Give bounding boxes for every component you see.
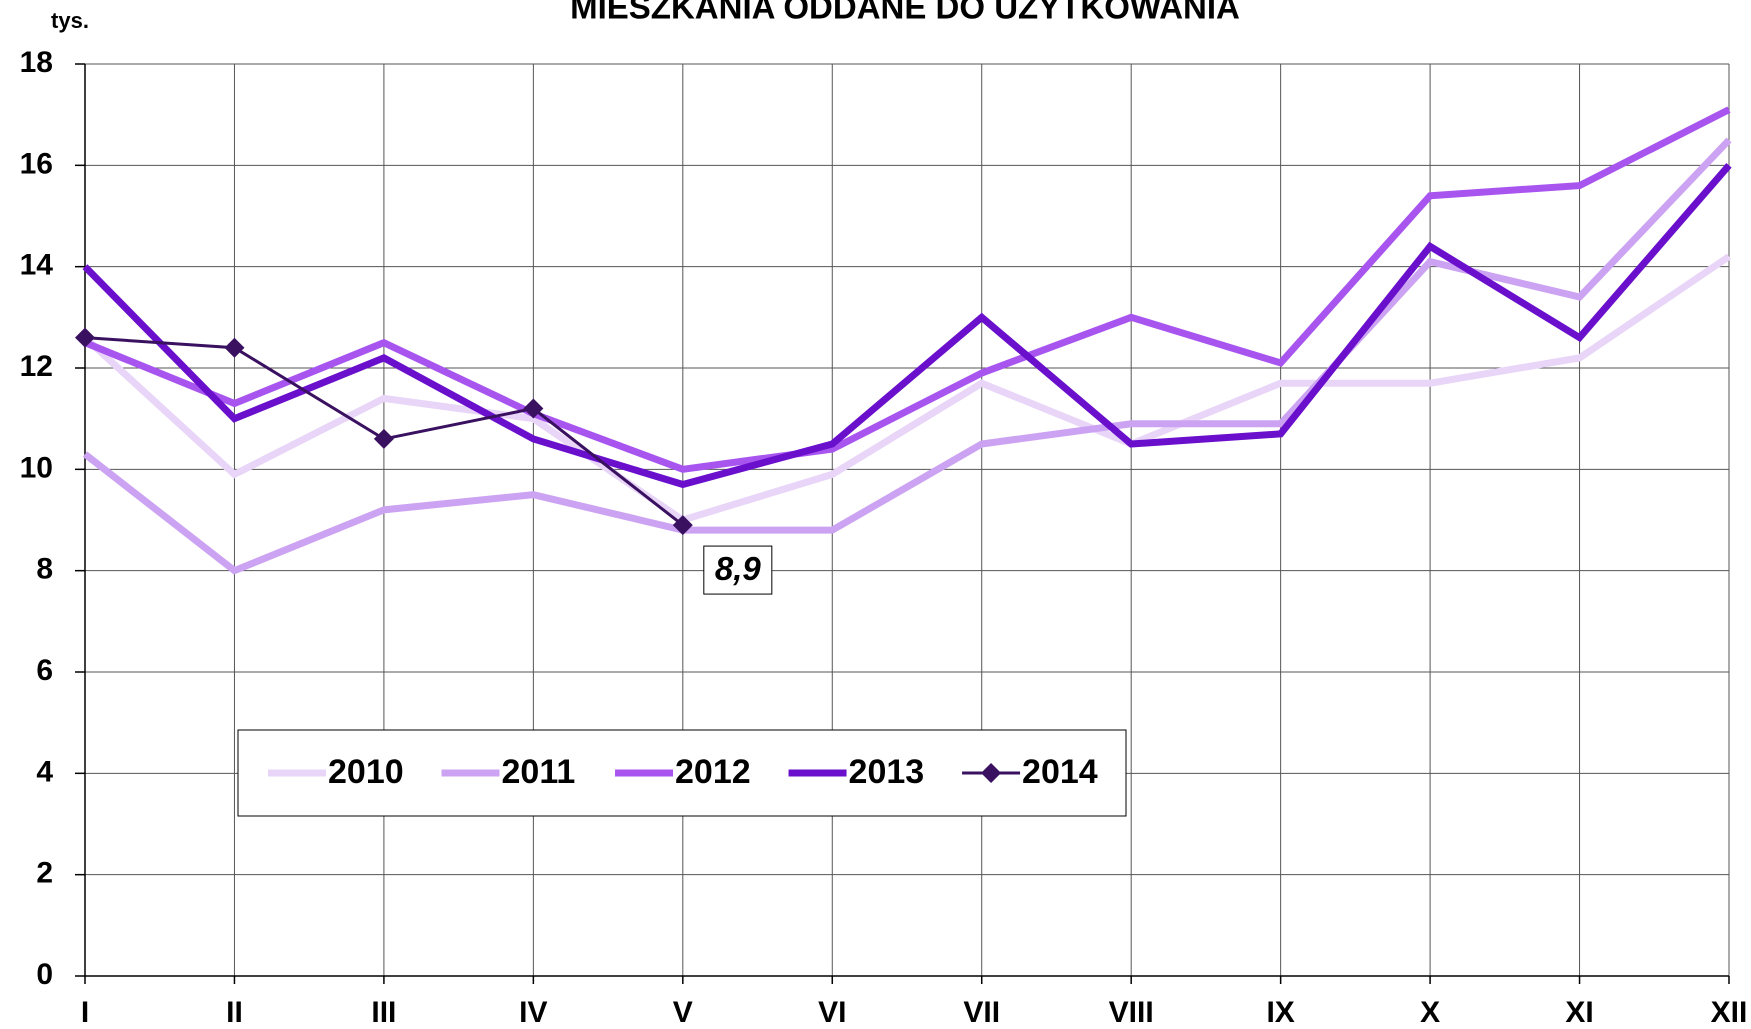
y-tick-label: 16 (20, 147, 53, 180)
y-tick-label: 14 (20, 249, 54, 282)
legend-label: 2014 (1022, 753, 1098, 791)
x-tick-label: V (673, 996, 693, 1029)
chart-title: MIESZKANIA ODDANE DO UŻYTKOWANIA (570, 0, 1240, 26)
y-tick-label: 4 (36, 755, 53, 788)
legend-label: 2013 (849, 753, 925, 791)
data-label: 8,9 (715, 550, 762, 587)
data-label-box (703, 545, 773, 595)
marker (75, 327, 95, 348)
y-tick-label: 2 (36, 857, 53, 890)
y-tick-label: 12 (20, 350, 53, 383)
y-tick-label: 0 (36, 958, 53, 991)
marker (523, 398, 544, 419)
x-tick-label: II (226, 996, 243, 1029)
x-tick-label: I (81, 996, 89, 1029)
marker (373, 428, 394, 449)
series-line (82, 137, 1732, 575)
x-tick-label: VI (818, 996, 846, 1029)
series-line (82, 163, 1732, 489)
x-tick-label: X (1420, 996, 1440, 1029)
x-tick-label: XII (1711, 996, 1748, 1029)
y-tick-label: 6 (36, 654, 53, 687)
legend-label: 2010 (328, 753, 404, 791)
series-line (82, 253, 1731, 524)
y-tick-label: 18 (20, 46, 53, 79)
marker (224, 337, 245, 358)
y-tick-label: 8 (36, 553, 53, 586)
legend-label: 2011 (502, 753, 576, 791)
x-tick-label: VII (963, 996, 1000, 1029)
y-tick-label: 10 (20, 451, 53, 484)
y-axis-label: tys. (51, 8, 89, 33)
x-tick-label: IX (1266, 996, 1294, 1029)
legend-label: 2012 (675, 753, 751, 791)
x-tick-label: XI (1565, 996, 1593, 1029)
legend-marker (981, 763, 1002, 783)
x-tick-label: III (371, 996, 396, 1029)
series-line (83, 106, 1731, 473)
marker (672, 515, 693, 536)
x-tick-label: VIII (1109, 996, 1154, 1029)
x-tick-label: IV (519, 996, 547, 1029)
